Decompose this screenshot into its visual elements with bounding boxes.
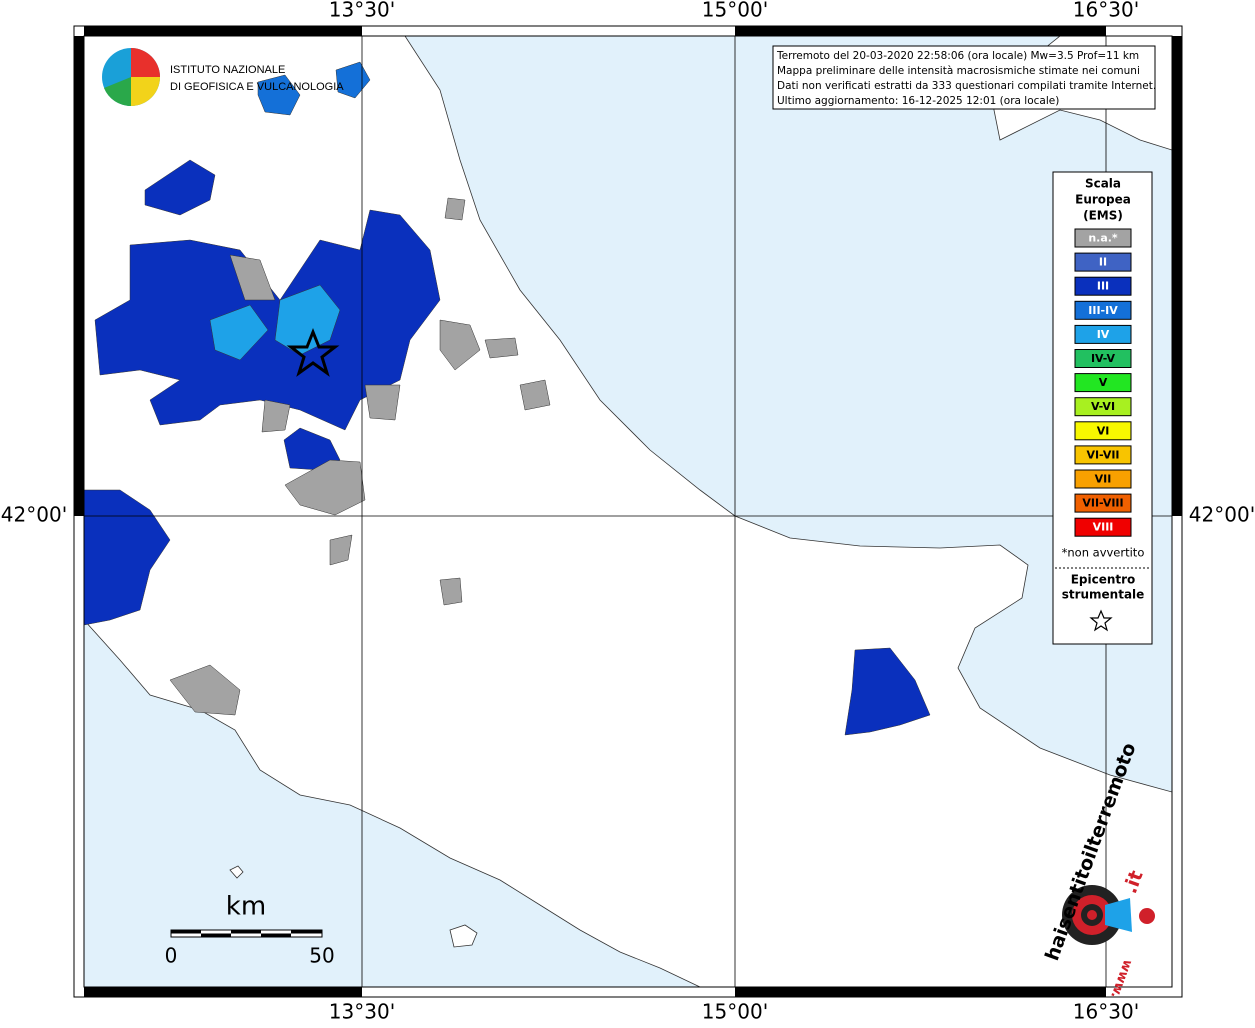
info-line: Ultimo aggiornamento: 16-12-2025 12:01 (… (777, 95, 1059, 107)
legend-swatch (1074, 397, 1132, 417)
map-body (84, 36, 1172, 987)
legend-label: III (1097, 280, 1109, 293)
legend-swatch (1074, 469, 1132, 489)
info-line: Terremoto del 20-03-2020 22:58:06 (ora l… (776, 50, 1139, 62)
area-iii-iv (257, 61, 371, 116)
epicenter-star (286, 327, 340, 377)
lon-label: 15°00' (702, 0, 768, 22)
legend-label: VIII (1093, 521, 1114, 534)
area-iii (844, 647, 931, 736)
graticule-labels: 13°30' 13°30' 15°00' 15°00' 16°30' 16°30' (329, 0, 1139, 1024)
legend-swatch (1074, 373, 1132, 393)
legend-swatch (1074, 228, 1132, 248)
legend-epicenter: strumentale (1062, 588, 1145, 602)
legend-label: VII-VIII (1082, 497, 1123, 510)
legend-star (1089, 609, 1113, 632)
legend: ScalaEuropea(EMS)n.a.*IIIIIIII-IVIVIV-VV… (1055, 177, 1150, 632)
legend-title: Europea (1075, 193, 1131, 207)
info-line: Mappa preliminare delle intensità macros… (777, 65, 1140, 77)
legend-title: (EMS) (1083, 209, 1123, 223)
area-iii (283, 427, 341, 471)
legend-label: VI-VII (1086, 448, 1119, 461)
intensity-areas (84, 61, 931, 736)
lon-label: 13°30' (329, 1000, 395, 1024)
legend-swatch (1074, 300, 1132, 320)
ingv-text: ISTITUTO NAZIONALE (170, 64, 285, 76)
islands (229, 865, 478, 948)
legend-swatch (1074, 276, 1132, 296)
legend-label: V (1099, 376, 1108, 389)
area-iv (209, 284, 341, 361)
legend-label: VI (1097, 424, 1110, 437)
info-text: Terremoto del 20-03-2020 22:58:06 (ora l… (776, 50, 1156, 107)
area-iii (84, 489, 171, 626)
ingv-logo: ISTITUTO NAZIONALE DI GEOFISICA E VULCAN… (102, 48, 344, 107)
legend-note: *non avvertito (1062, 546, 1145, 560)
info-line: Dati non verificati estratti da 333 ques… (777, 80, 1156, 92)
legend-swatch (1074, 324, 1132, 344)
scale-end: 50 (309, 944, 334, 968)
frame (73, 25, 1183, 998)
lat-label: 42°00' (1, 503, 67, 527)
scale-bar: km 0 50 (165, 892, 335, 968)
ingv-text: DI GEOFISICA E VULCANOLOGIA (170, 81, 344, 93)
lon-label: 16°30' (1073, 0, 1139, 22)
legend-label: IV-V (1091, 352, 1116, 365)
legend-epicenter: Epicentro (1071, 573, 1136, 587)
info-box (772, 45, 1156, 110)
area-iii (94, 209, 441, 431)
legend-label: VII (1095, 473, 1112, 486)
legend-label: IV (1097, 328, 1110, 341)
area-iii (144, 159, 216, 216)
legend-swatch (1074, 517, 1132, 537)
area-na (169, 197, 551, 716)
legend-swatch (1074, 493, 1132, 513)
legend-label: III-IV (1088, 304, 1118, 317)
legend-label: II (1099, 256, 1107, 269)
legend-swatch (1074, 349, 1132, 368)
lat-label: 42°00' (1189, 503, 1255, 527)
adriatic-sea (404, 36, 1172, 793)
legend-label: V-VI (1091, 400, 1115, 413)
legend-swatch (1074, 252, 1132, 272)
lon-label: 15°00' (702, 1000, 768, 1024)
scale-unit: km (226, 892, 266, 922)
legend-label: n.a.* (1088, 232, 1118, 245)
lon-label: 13°30' (329, 0, 395, 22)
legend-swatch (1074, 421, 1132, 441)
scale-start: 0 (165, 944, 178, 968)
legend-title: Scala (1085, 177, 1121, 191)
legend-swatch (1074, 445, 1132, 465)
lon-label: 16°30' (1073, 1000, 1139, 1024)
